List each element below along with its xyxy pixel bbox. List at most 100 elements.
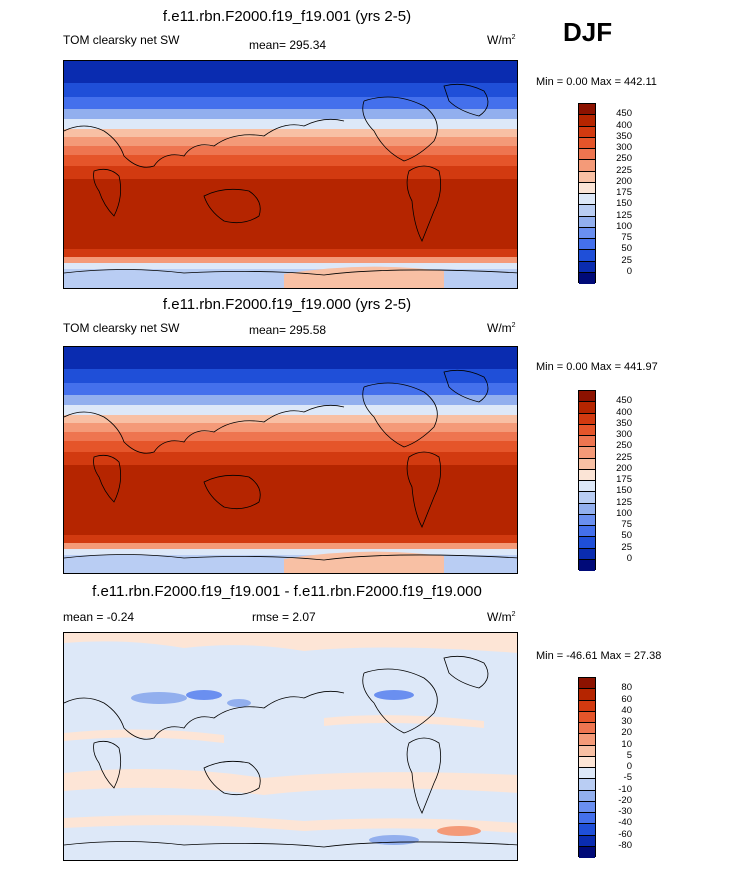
colorbar-level-label: 60 xyxy=(621,693,632,705)
colorbar-swatch xyxy=(579,250,595,262)
colorbar-swatch xyxy=(579,526,595,538)
colorbar-level-label: 25 xyxy=(621,254,632,266)
colorbar-level-label: 125 xyxy=(616,496,632,508)
colorbar-level-label: -60 xyxy=(618,828,632,840)
colorbar-swatch xyxy=(579,424,595,436)
panel-1-field-label: TOM clearsky net SW xyxy=(63,33,180,47)
colorbar-swatch xyxy=(579,239,595,251)
colorbar-swatch xyxy=(579,734,595,746)
colorbar-level-label: 350 xyxy=(616,130,632,142)
colorbar-swatch xyxy=(579,678,595,690)
colorbar-swatch xyxy=(579,835,595,847)
panel-3-title: f.e11.rbn.F2000.f19_f19.001 - f.e11.rbn.… xyxy=(92,583,482,600)
colorbar-level-label: 150 xyxy=(616,198,632,210)
colorbar-swatch xyxy=(579,559,595,571)
colorbar-level-label: 300 xyxy=(616,142,632,153)
colorbar-swatch xyxy=(579,391,595,403)
colorbar-level-label: 225 xyxy=(616,451,632,463)
colorbar-level-label: 0 xyxy=(626,265,632,277)
colorbar-swatch xyxy=(579,548,595,560)
colorbar-level-label: 10 xyxy=(621,738,632,750)
panel-2-minmax: Min = 0.00 Max = 441.97 xyxy=(536,361,658,373)
panel-3-map xyxy=(63,632,518,861)
colorbar-level-label: 225 xyxy=(616,164,632,176)
panel-1-map xyxy=(63,60,518,289)
colorbar-swatch xyxy=(579,779,595,791)
colorbar-swatch xyxy=(579,171,595,183)
colorbar-swatch xyxy=(579,261,595,273)
colorbar-level-label: 0 xyxy=(626,761,632,772)
panel-2-mean-label: mean= 295.58 xyxy=(249,323,327,337)
colorbar-swatch xyxy=(579,205,595,217)
panel-3-colorbar xyxy=(578,677,596,858)
colorbar-swatch xyxy=(579,756,595,768)
colorbar-swatch xyxy=(579,537,595,549)
colorbar-level-label: 20 xyxy=(621,727,632,739)
colorbar-swatch xyxy=(579,104,595,116)
panel-3-contour-field xyxy=(64,633,517,860)
colorbar-swatch xyxy=(579,458,595,470)
panel-2-colorbar xyxy=(578,390,596,571)
panel-3-mean-label: mean = -0.24 xyxy=(63,610,135,624)
colorbar-swatch xyxy=(579,514,595,526)
panel-1-minmax: Min = 0.00 Max = 442.11 xyxy=(536,76,657,88)
colorbar-level-label: 100 xyxy=(616,507,632,519)
colorbar-swatch xyxy=(579,149,595,161)
colorbar-swatch xyxy=(579,768,595,780)
colorbar-swatch xyxy=(579,723,595,735)
colorbar-level-label: 50 xyxy=(621,243,632,255)
colorbar-level-label: -20 xyxy=(618,794,632,806)
panel-2-units: W/m2 xyxy=(487,321,516,335)
colorbar-swatch xyxy=(579,503,595,515)
colorbar-level-label: 75 xyxy=(621,232,632,243)
colorbar-level-label: -80 xyxy=(618,839,632,851)
colorbar-level-label: 300 xyxy=(616,429,632,440)
colorbar-swatch xyxy=(579,481,595,493)
colorbar-swatch xyxy=(579,194,595,206)
colorbar-swatch xyxy=(579,813,595,825)
colorbar-swatch xyxy=(579,160,595,172)
colorbar-level-label: 400 xyxy=(616,406,632,418)
colorbar-level-label: 25 xyxy=(621,541,632,553)
colorbar-swatch xyxy=(579,790,595,802)
panel-2-title: f.e11.rbn.F2000.f19_f19.000 (yrs 2-5) xyxy=(162,296,412,313)
colorbar-swatch xyxy=(579,272,595,284)
colorbar-swatch xyxy=(579,447,595,459)
colorbar-level-label: 40 xyxy=(621,704,632,716)
colorbar-level-label: 5 xyxy=(626,749,632,761)
colorbar-level-label: 450 xyxy=(616,108,632,120)
colorbar-level-label: 200 xyxy=(616,462,632,474)
colorbar-level-label: 200 xyxy=(616,175,632,187)
panel-2-map xyxy=(63,346,518,574)
colorbar-level-label: -40 xyxy=(618,817,632,829)
colorbar-swatch xyxy=(579,227,595,239)
panel-2-contour-field xyxy=(64,347,517,573)
colorbar-swatch xyxy=(579,216,595,228)
panel-2-field-label: TOM clearsky net SW xyxy=(63,321,180,335)
colorbar-swatch xyxy=(579,402,595,414)
panel-1-title: f.e11.rbn.F2000.f19_f19.001 (yrs 2-5) xyxy=(162,8,412,25)
colorbar-swatch xyxy=(579,745,595,757)
colorbar-level-label: 125 xyxy=(616,209,632,221)
colorbar-swatch xyxy=(579,700,595,712)
panel-1-units: W/m2 xyxy=(487,33,516,47)
panel-1-contour-field xyxy=(64,61,517,288)
colorbar-level-label: 250 xyxy=(616,440,632,452)
colorbar-swatch xyxy=(579,137,595,149)
colorbar-level-label: 50 xyxy=(621,530,632,542)
colorbar-swatch xyxy=(579,126,595,138)
colorbar-level-label: -10 xyxy=(618,783,632,795)
colorbar-level-label: -5 xyxy=(623,772,632,784)
colorbar-level-label: 100 xyxy=(616,220,632,232)
panel-3-units: W/m2 xyxy=(487,610,516,624)
panel-1-mean-label: mean= 295.34 xyxy=(249,38,327,52)
colorbar-level-label: 175 xyxy=(616,474,632,485)
panel-1-colorbar xyxy=(578,103,596,284)
colorbar-level-label: 350 xyxy=(616,417,632,429)
colorbar-level-label: 450 xyxy=(616,395,632,407)
colorbar-level-label: 250 xyxy=(616,153,632,165)
colorbar-level-label: 30 xyxy=(621,716,632,727)
colorbar-level-label: -30 xyxy=(618,806,632,817)
colorbar-swatch xyxy=(579,689,595,701)
colorbar-level-label: 400 xyxy=(616,119,632,131)
